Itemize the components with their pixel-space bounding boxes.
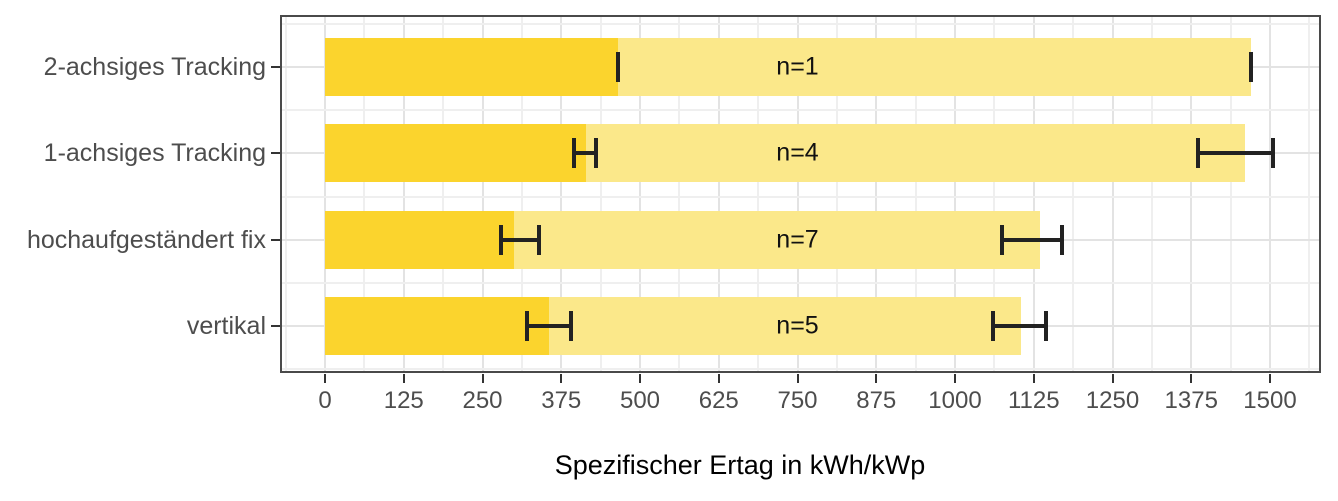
error-bar-cap	[593, 138, 598, 168]
x-axis-tick	[1190, 374, 1193, 383]
n-count-label: n=4	[776, 138, 819, 167]
x-gridline-minor	[1072, 15, 1075, 373]
x-gridline-major	[717, 15, 720, 373]
x-axis-tick	[402, 374, 405, 383]
x-gridline-minor	[1150, 15, 1153, 373]
x-axis-tick-label: 375	[541, 387, 582, 414]
x-gridline-minor	[993, 15, 996, 373]
x-axis-tick	[324, 374, 326, 383]
x-axis-tick	[560, 374, 563, 383]
error-bar-line	[526, 324, 571, 328]
error-bar-cap	[524, 311, 529, 341]
y-gridline-minor	[280, 368, 1321, 370]
x-gridline-minor	[1308, 15, 1311, 373]
x-gridline-major	[796, 15, 799, 373]
x-gridline-minor	[835, 15, 838, 373]
error-bar-cap	[499, 225, 504, 255]
error-bar-line	[1197, 151, 1274, 155]
error-bar-cap	[1000, 225, 1005, 255]
x-axis-tick-label: 125	[383, 387, 424, 414]
x-gridline-minor	[757, 15, 760, 373]
x-axis-tick-label: 1375	[1164, 387, 1218, 414]
x-axis-tick-label: 1500	[1243, 387, 1297, 414]
x-gridline-major	[481, 15, 484, 373]
x-gridline-major	[1032, 15, 1035, 373]
error-bar-cap	[615, 52, 620, 82]
x-axis-tick	[639, 374, 641, 383]
y-axis-tick	[271, 239, 280, 241]
x-axis-tick-label: 875	[856, 387, 897, 414]
x-gridline-major	[1111, 15, 1114, 373]
x-axis-tick-label: 1000	[928, 387, 982, 414]
error-bar-cap	[990, 311, 995, 341]
bar-dark-yellow	[325, 211, 514, 269]
error-bar-cap	[537, 225, 542, 255]
x-axis-tick-label: 750	[777, 387, 818, 414]
y-gridline-minor	[280, 195, 1321, 198]
x-gridline-major	[324, 15, 326, 373]
x-gridline-major	[639, 15, 641, 373]
x-axis-tick-label: 1125	[1007, 387, 1060, 414]
x-axis-tick	[1111, 374, 1114, 383]
error-bar-line	[992, 324, 1047, 328]
x-axis-tick	[954, 374, 956, 383]
error-bar-cap	[1044, 311, 1049, 341]
x-gridline-minor	[363, 15, 366, 373]
bar-dark-yellow	[325, 38, 618, 96]
x-gridline-minor	[599, 15, 602, 373]
x-axis-tick	[796, 374, 799, 383]
x-gridline-minor	[442, 15, 445, 373]
x-axis-tick-label: 1250	[1085, 387, 1140, 414]
n-count-label: n=5	[776, 311, 819, 340]
x-gridline-major	[1269, 15, 1271, 373]
x-axis-tick	[481, 374, 484, 383]
y-axis-label: hochaufgeständert fix	[26, 226, 266, 254]
x-gridline-major	[1190, 15, 1193, 373]
x-axis-tick	[717, 374, 720, 383]
error-bar-cap	[1249, 52, 1254, 82]
error-bar-line	[1002, 238, 1063, 242]
x-gridline-major	[560, 15, 563, 373]
y-gridline-minor	[280, 109, 1321, 111]
bar-dark-yellow	[325, 124, 587, 182]
x-axis-tick	[875, 374, 878, 383]
y-gridline-minor	[280, 282, 1321, 284]
error-bar-cap	[1195, 138, 1200, 168]
x-axis-tick	[1032, 374, 1035, 383]
x-gridline-major	[402, 15, 405, 373]
y-axis-tick	[271, 325, 280, 327]
x-axis-tick-label: 0	[318, 387, 332, 414]
error-bar-cap	[1271, 138, 1276, 168]
x-gridline-minor	[520, 15, 523, 373]
y-axis-tick	[271, 66, 280, 68]
x-gridline-major	[875, 15, 878, 373]
x-gridline-minor	[914, 15, 917, 373]
error-bar-cap	[1060, 225, 1065, 255]
x-axis-tick-label: 500	[619, 387, 661, 414]
x-gridline-minor	[284, 15, 287, 373]
error-bar-line	[501, 238, 540, 242]
n-count-label: n=1	[776, 52, 819, 81]
y-gridline-minor	[280, 23, 1321, 25]
x-axis-tick	[1269, 374, 1271, 383]
y-axis-label: 1-achsiges Tracking	[43, 139, 266, 167]
x-gridline-minor	[1229, 15, 1232, 373]
x-gridline-major	[954, 15, 956, 373]
x-axis-tick-label: 250	[462, 387, 503, 414]
error-bar-line	[573, 151, 596, 155]
x-axis-tick-label: 625	[698, 387, 739, 414]
y-axis-label: vertikal	[186, 312, 266, 340]
error-bar-cap	[568, 311, 573, 341]
plot-panel: n=1 n=4 n=7 n=5	[280, 15, 1321, 373]
x-axis-title: Spezifischer Ertag in kWh/kWp	[554, 450, 926, 480]
bar-dark-yellow	[325, 297, 549, 355]
y-axis-tick	[271, 152, 280, 154]
error-bar-cap	[571, 138, 576, 168]
n-count-label: n=7	[776, 225, 819, 254]
y-axis-label: 2-achsiges Tracking	[43, 53, 266, 81]
x-gridline-minor	[678, 15, 681, 373]
